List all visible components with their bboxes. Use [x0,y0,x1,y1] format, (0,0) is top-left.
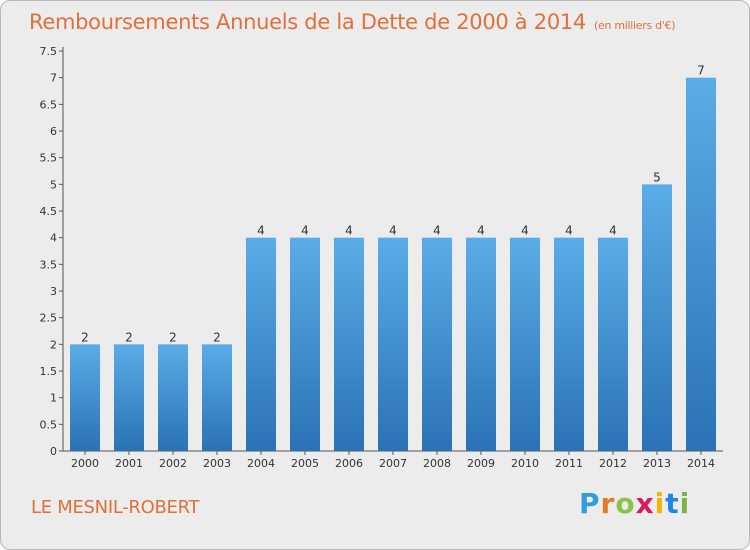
logo-letter: i [679,487,691,520]
y-tick-label: 7 [50,72,57,85]
x-tick-label: 2008 [423,457,451,470]
y-tick-label: 2.5 [40,312,58,325]
y-tick-label: 4 [50,232,57,245]
bar [246,237,276,451]
y-tick-label: 0.5 [40,418,58,431]
data-label: 2 [125,330,133,344]
y-tick-label: 6 [50,125,57,138]
data-label: 4 [301,224,309,238]
logo-letter: x [635,487,655,520]
x-tick-label: 2012 [599,457,627,470]
bar [114,344,144,451]
data-label: 4 [565,224,573,238]
bar [334,237,364,451]
y-tick-label: 3 [50,285,57,298]
logo-letter: P [579,487,601,520]
x-tick-label: 2009 [467,457,495,470]
x-tick-label: 2007 [379,457,407,470]
bar [158,344,188,451]
bar [686,77,716,452]
commune-name: LE MESNIL-ROBERT [31,497,200,518]
logo-letter: o [615,487,636,520]
logo-letter: r [600,487,616,520]
y-tick-label: 1.5 [40,365,58,378]
data-label: 2 [213,330,221,344]
bar [642,184,672,452]
x-tick-label: 2011 [555,457,583,470]
y-tick-label: 7.5 [40,45,58,58]
x-tick-label: 2014 [687,457,715,470]
bar [70,344,100,451]
logo-letter: i [654,487,666,520]
proxiti-logo[interactable]: Proxiti [579,487,690,520]
data-label: 4 [389,224,397,238]
x-tick-label: 2013 [643,457,671,470]
y-tick-label: 3.5 [40,258,58,271]
data-label: 4 [477,224,485,238]
y-tick-label: 4.5 [40,205,58,218]
x-tick-label: 2004 [247,457,275,470]
y-tick-label: 0 [50,445,57,458]
y-tick-label: 5 [50,178,57,191]
y-tick-label: 6.5 [40,98,58,111]
y-tick-label: 2 [50,338,57,351]
x-tick-label: 2006 [335,457,363,470]
data-label: 5 [653,170,661,184]
x-tick-label: 2005 [291,457,319,470]
y-tick-label: 5.5 [40,152,58,165]
y-tick-label: 1 [50,392,57,405]
x-tick-label: 2001 [115,457,143,470]
data-label: 4 [433,224,441,238]
data-label: 4 [257,224,265,238]
x-tick-label: 2003 [203,457,231,470]
data-label: 4 [609,224,617,238]
chart-title: Remboursements Annuels de la Dette de 20… [29,10,675,34]
x-tick-label: 2010 [511,457,539,470]
bar [598,237,628,451]
x-tick-label: 2000 [71,457,99,470]
x-tick-label: 2002 [159,457,187,470]
bar [466,237,496,451]
data-label: 4 [345,224,353,238]
data-label: 4 [521,224,529,238]
title-unit: (en milliers d'€) [594,19,676,32]
bar [378,237,408,451]
data-label: 7 [697,64,705,78]
logo-letter: t [665,487,680,520]
bar [422,237,452,451]
bar [290,237,320,451]
bar [202,344,232,451]
title-text: Remboursements Annuels de la Dette de 20… [29,10,586,34]
bar [554,237,584,451]
data-label: 2 [81,330,89,344]
data-label: 2 [169,330,177,344]
bar [510,237,540,451]
